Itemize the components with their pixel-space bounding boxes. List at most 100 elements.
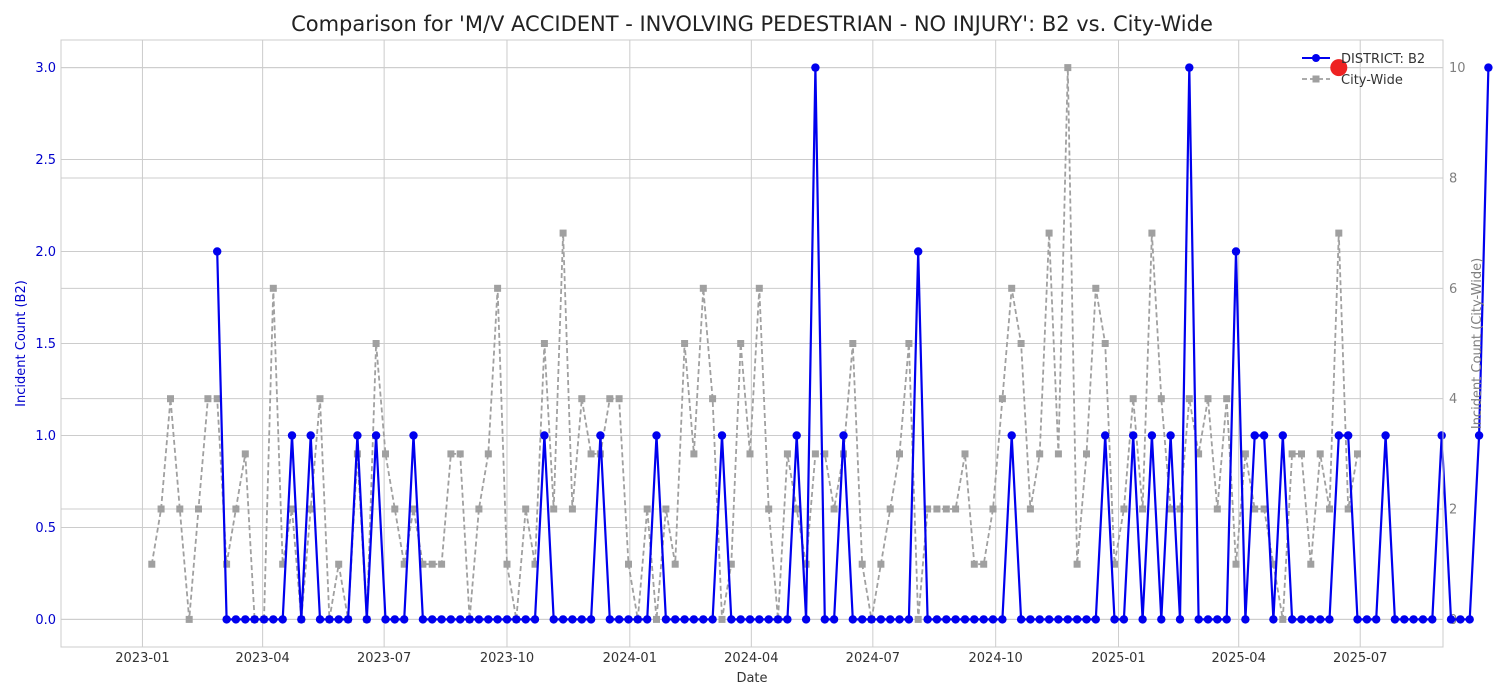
district-point [643, 615, 652, 624]
city-wide-point [1298, 450, 1305, 458]
city-wide-point [1101, 340, 1109, 347]
district-point [708, 615, 717, 624]
district-point [1344, 431, 1353, 440]
district-point [998, 615, 1007, 624]
city-wide-point [185, 615, 193, 623]
district-point [456, 615, 465, 624]
city-wide-point [382, 450, 389, 458]
city-wide-point [615, 395, 623, 403]
city-wide-point [858, 560, 866, 568]
district-point [773, 615, 783, 624]
y-left-tick-label: 0.5 [35, 521, 56, 536]
city-wide-point [1316, 450, 1324, 458]
district-point [1484, 63, 1493, 72]
district-point [1381, 431, 1390, 440]
legend-district-marker [1312, 54, 1320, 62]
district-point [371, 431, 381, 440]
district-point [942, 615, 951, 624]
district-point [1147, 431, 1157, 440]
district-point [1428, 615, 1437, 624]
district-point [764, 615, 773, 624]
x-tick-label: 2024-07 [846, 651, 900, 666]
district-point [1138, 615, 1147, 624]
city-wide-point [1185, 395, 1193, 403]
city-wide-point [737, 340, 745, 347]
city-wide-point [279, 560, 287, 568]
district-point [428, 615, 437, 624]
x-tick-label: 2023-04 [235, 651, 289, 666]
city-wide-point [223, 560, 231, 568]
district-point [502, 615, 512, 624]
city-wide-point [989, 505, 997, 513]
city-wide-point [1120, 505, 1128, 513]
district-point [839, 431, 848, 440]
city-wide-point [924, 505, 932, 513]
district-point [904, 615, 914, 624]
district-point [783, 615, 792, 624]
city-wide-point [1017, 340, 1025, 347]
city-wide-point [709, 395, 717, 403]
district-point [1278, 431, 1288, 440]
district-series [213, 63, 1493, 624]
city-wide-point [400, 560, 408, 568]
district-point [1213, 615, 1222, 624]
district-point [1063, 615, 1073, 624]
city-wide-point [1241, 450, 1249, 458]
district-point [1007, 431, 1016, 440]
district-point [951, 615, 960, 624]
district-point [792, 431, 801, 440]
city-wide-point [783, 450, 791, 458]
city-wide-point [849, 340, 857, 347]
y-left-tick-label: 2.5 [35, 153, 56, 168]
district-point [1110, 615, 1119, 624]
district-point [1446, 615, 1456, 624]
district-point [624, 615, 633, 624]
district-point [213, 247, 222, 256]
y-right-tick-label: 10 [1449, 61, 1466, 76]
x-tick-label: 2024-04 [724, 651, 778, 666]
district-point [325, 615, 334, 624]
district-point [343, 615, 353, 624]
city-wide-point [550, 505, 558, 513]
city-wide-point [1232, 560, 1240, 568]
district-point [1362, 615, 1372, 624]
district-point [549, 615, 558, 624]
city-wide-point [204, 395, 212, 403]
district-point [633, 615, 642, 624]
city-wide-point [269, 284, 277, 292]
x-tick-label: 2025-07 [1333, 651, 1387, 666]
district-point [1409, 615, 1418, 624]
city-wide-point [1148, 229, 1156, 237]
district-point [1035, 615, 1044, 624]
district-point [1390, 615, 1400, 624]
district-point [1287, 615, 1297, 624]
y-axis-left-label: Incident Count (B2) [14, 280, 29, 407]
district-point [1474, 431, 1484, 440]
y-left-tick-label: 0.0 [35, 613, 56, 628]
city-wide-point [1157, 395, 1165, 403]
district-point [886, 615, 895, 624]
district-point [652, 431, 661, 440]
city-wide-point [157, 505, 165, 513]
city-wide-point [942, 505, 950, 513]
plot-frame [60, 39, 1444, 648]
city-wide-point [559, 229, 567, 237]
x-tick-label: 2024-10 [969, 651, 1023, 666]
district-point [577, 615, 586, 624]
y-right-tick-label: 8 [1449, 171, 1457, 186]
x-tick-label: 2025-01 [1091, 651, 1145, 666]
district-point [1101, 431, 1110, 440]
x-tick-label: 2025-04 [1212, 651, 1266, 666]
city-wide-point [980, 560, 988, 568]
district-point [1016, 615, 1026, 624]
city-wide-point [625, 560, 632, 568]
district-point [736, 615, 745, 624]
city-wide-point [1251, 505, 1259, 513]
city-wide-point [587, 450, 595, 458]
district-point [988, 615, 998, 624]
district-point [231, 615, 241, 624]
district-point [699, 615, 708, 624]
city-wide-point [1307, 560, 1315, 568]
city-wide-point [1092, 284, 1100, 292]
district-point [1372, 615, 1381, 624]
